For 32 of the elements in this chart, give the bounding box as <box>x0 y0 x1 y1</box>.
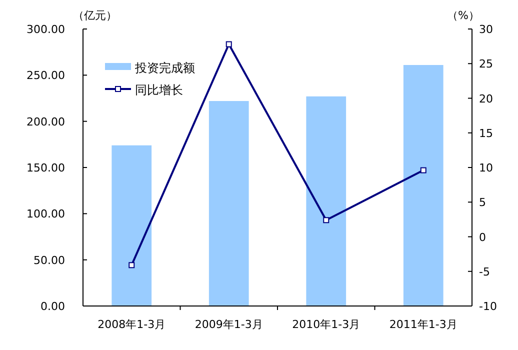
point <box>420 167 426 174</box>
bar <box>306 96 346 306</box>
y2-tick-label: 5 <box>479 196 486 210</box>
x-tick-label: 2008年1-3月 <box>98 318 166 331</box>
point <box>323 217 330 224</box>
point <box>226 41 232 48</box>
bar <box>112 145 152 306</box>
y2-tick-label: 15 <box>479 126 493 140</box>
y2-tick-label: -5 <box>479 265 490 278</box>
y2-axis-title: （%） <box>447 9 480 22</box>
legend-label: 投资完成额 <box>134 61 195 75</box>
y2-tick-label: 0 <box>479 230 486 244</box>
y-tick-label: 150.00 <box>26 162 65 174</box>
y2-tick-label: -10 <box>479 300 497 313</box>
bar <box>403 65 444 306</box>
y2-tick-label: 10 <box>479 162 493 174</box>
point <box>128 262 135 268</box>
y-tick-label: 300.00 <box>26 23 65 36</box>
x-tick-label: 2011年1-3月 <box>389 318 458 331</box>
y-tick-label: 100.00 <box>26 208 65 221</box>
y2-tick-label: 25 <box>479 58 493 71</box>
x-tick-label: 2010年1-3月 <box>292 318 360 331</box>
y2-tick-label: 30 <box>479 23 493 36</box>
x-tick-label: 2009年1-3月 <box>194 318 263 331</box>
bar <box>208 101 249 306</box>
y-tick-label: 250.00 <box>26 69 65 82</box>
y-tick-label: 200.00 <box>26 115 65 128</box>
y2-tick-label: 20 <box>479 92 493 106</box>
y-tick-label: 50.00 <box>34 254 65 267</box>
y-tick-label: 0.00 <box>40 300 65 313</box>
y-axis-title: （亿元） <box>73 9 117 22</box>
legend-label: 同比增长 <box>135 83 183 97</box>
